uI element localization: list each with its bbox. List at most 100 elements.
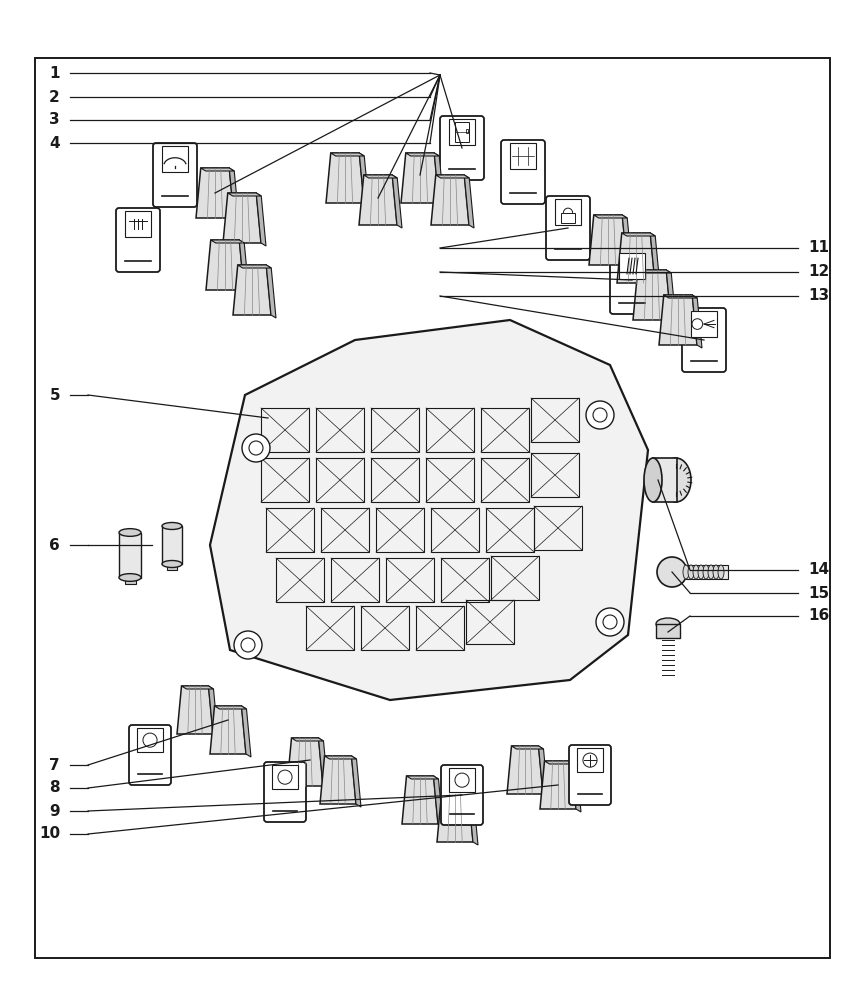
Ellipse shape	[162, 560, 182, 568]
Polygon shape	[242, 706, 251, 757]
Polygon shape	[435, 175, 469, 178]
FancyBboxPatch shape	[441, 765, 483, 825]
Polygon shape	[320, 756, 356, 804]
Polygon shape	[229, 168, 239, 221]
Ellipse shape	[119, 529, 141, 536]
Bar	[272, 765, 297, 789]
Bar	[653, 458, 677, 502]
Polygon shape	[266, 265, 276, 318]
FancyBboxPatch shape	[264, 762, 306, 822]
Polygon shape	[200, 168, 234, 171]
Ellipse shape	[683, 565, 689, 579]
Text: 4: 4	[49, 135, 60, 150]
Polygon shape	[464, 175, 474, 228]
Bar	[426, 458, 474, 502]
Bar	[441, 558, 489, 602]
Circle shape	[603, 615, 617, 629]
Text: 13: 13	[808, 288, 829, 304]
Circle shape	[234, 631, 262, 659]
Polygon shape	[633, 270, 671, 320]
Polygon shape	[622, 233, 655, 236]
Circle shape	[593, 408, 607, 422]
Polygon shape	[589, 215, 627, 265]
Ellipse shape	[162, 522, 182, 530]
Ellipse shape	[708, 565, 714, 579]
Polygon shape	[431, 175, 469, 225]
Bar	[486, 508, 534, 552]
Bar	[321, 508, 369, 552]
Polygon shape	[359, 153, 369, 206]
Bar	[331, 558, 379, 602]
FancyBboxPatch shape	[129, 725, 171, 785]
Bar	[162, 146, 188, 172]
FancyBboxPatch shape	[610, 250, 654, 314]
Polygon shape	[177, 686, 213, 734]
Polygon shape	[392, 175, 402, 228]
Polygon shape	[622, 215, 632, 268]
Bar	[162, 526, 182, 564]
Polygon shape	[359, 175, 397, 225]
Text: 6: 6	[49, 538, 60, 552]
Polygon shape	[287, 738, 323, 786]
Circle shape	[249, 441, 263, 455]
Polygon shape	[326, 153, 364, 203]
Bar	[449, 768, 474, 792]
Text: 7: 7	[49, 758, 60, 772]
Text: 12: 12	[808, 264, 829, 279]
Polygon shape	[401, 153, 439, 203]
Bar	[426, 408, 474, 452]
Polygon shape	[571, 761, 581, 812]
Polygon shape	[331, 153, 365, 156]
Bar	[491, 556, 539, 600]
Polygon shape	[325, 756, 357, 759]
Polygon shape	[181, 686, 213, 689]
FancyBboxPatch shape	[440, 116, 484, 180]
Polygon shape	[468, 794, 478, 845]
Polygon shape	[352, 756, 361, 807]
Polygon shape	[651, 233, 660, 286]
Bar	[531, 398, 579, 442]
Polygon shape	[434, 776, 443, 827]
Polygon shape	[666, 270, 676, 323]
Text: 15: 15	[808, 585, 829, 600]
Bar	[124, 578, 136, 584]
Text: 1: 1	[49, 66, 60, 81]
Bar	[454, 122, 469, 142]
Polygon shape	[223, 193, 261, 243]
Text: 2: 2	[49, 90, 60, 104]
Polygon shape	[206, 240, 244, 290]
Ellipse shape	[698, 565, 704, 579]
Polygon shape	[291, 738, 323, 741]
Text: 9: 9	[49, 804, 60, 818]
Polygon shape	[507, 746, 543, 794]
FancyBboxPatch shape	[153, 143, 197, 207]
Polygon shape	[406, 153, 439, 156]
Circle shape	[692, 319, 702, 329]
Polygon shape	[437, 794, 473, 842]
Polygon shape	[594, 215, 627, 218]
Text: 11: 11	[808, 240, 829, 255]
Text: 3: 3	[49, 112, 60, 127]
Polygon shape	[210, 706, 246, 754]
Polygon shape	[664, 295, 697, 298]
Circle shape	[143, 733, 157, 747]
Bar	[656, 624, 680, 638]
FancyBboxPatch shape	[546, 196, 590, 260]
Bar	[261, 408, 309, 452]
Polygon shape	[210, 320, 648, 700]
Polygon shape	[406, 776, 439, 779]
Polygon shape	[617, 233, 655, 283]
Bar	[448, 119, 475, 145]
Circle shape	[242, 434, 270, 462]
Polygon shape	[228, 193, 261, 196]
Polygon shape	[511, 746, 543, 749]
Bar	[386, 558, 434, 602]
Ellipse shape	[656, 618, 680, 630]
Bar	[119, 532, 141, 578]
Polygon shape	[214, 706, 246, 709]
FancyBboxPatch shape	[116, 208, 160, 272]
Polygon shape	[544, 761, 576, 764]
Ellipse shape	[644, 458, 662, 502]
Bar	[531, 453, 579, 497]
Bar	[316, 458, 364, 502]
